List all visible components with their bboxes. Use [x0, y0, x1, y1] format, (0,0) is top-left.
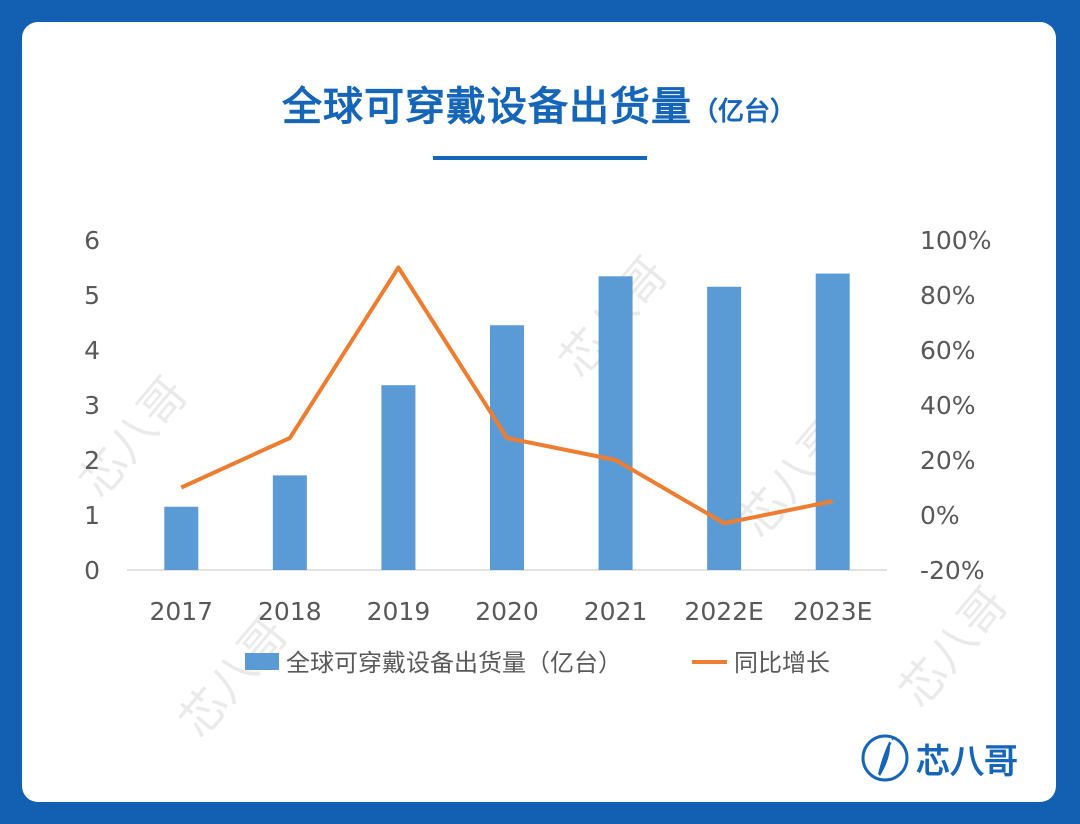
logo-bird-icon [861, 734, 909, 782]
bar [381, 385, 416, 570]
chart-title: 全球可穿戴设备出货量（亿台） [22, 74, 1056, 132]
x-tick-label: 2021 [584, 597, 648, 626]
legend-line-label: 同比增长 [734, 649, 830, 677]
bar [272, 475, 307, 570]
y-left-tick-label: 1 [84, 501, 100, 530]
y-left-tick-label: 4 [84, 336, 100, 365]
y-right-tick-label: 60% [920, 336, 976, 365]
logo-text: 芯八哥 [916, 742, 1018, 782]
chart-title-main: 全球可穿戴设备出货量 [281, 84, 692, 130]
x-tick-label: 2022E [684, 597, 763, 626]
y-right-tick-label: 100% [920, 226, 991, 255]
title-underline [433, 156, 647, 160]
y-left-tick-label: 3 [84, 391, 100, 420]
bar [164, 506, 199, 570]
legend-bar-swatch [245, 653, 279, 670]
chart-title-unit: （亿台） [691, 97, 796, 127]
y-right-tick-label: 40% [920, 391, 976, 420]
x-tick-label: 2019 [367, 597, 431, 626]
x-tick-label: 2023E [793, 597, 872, 626]
combo-chart: 0 1 2 3 4 5 6 -20% 0% 20% 40% 60% 80% 100% 2017 2018 201… [84, 226, 991, 677]
y-right-tick-label: 20% [920, 446, 976, 475]
bar [598, 276, 633, 570]
y-right-tick-label: -20% [920, 556, 985, 585]
x-tick-label: 2018 [258, 597, 322, 626]
bar [707, 286, 742, 570]
x-tick-label: 2020 [475, 597, 539, 626]
y-right-tick-label: 80% [920, 281, 976, 310]
bar [490, 325, 524, 570]
y-left-tick-label: 5 [84, 281, 100, 310]
x-tick-label: 2017 [149, 597, 213, 626]
y-right-tick-label: 0% [920, 501, 960, 530]
bar [815, 273, 850, 570]
chart-card: 全球可穿戴设备出货量（亿台） 芯八哥 芯八哥 芯八哥 芯八哥 芯八哥 01234… [22, 22, 1056, 802]
y-left-tick-label: 0 [84, 556, 100, 585]
y-left-tick-label: 2 [84, 446, 100, 475]
legend-bar-label: 全球可穿戴设备出货量（亿台） [286, 649, 622, 677]
y-left-tick-label: 6 [84, 226, 100, 255]
